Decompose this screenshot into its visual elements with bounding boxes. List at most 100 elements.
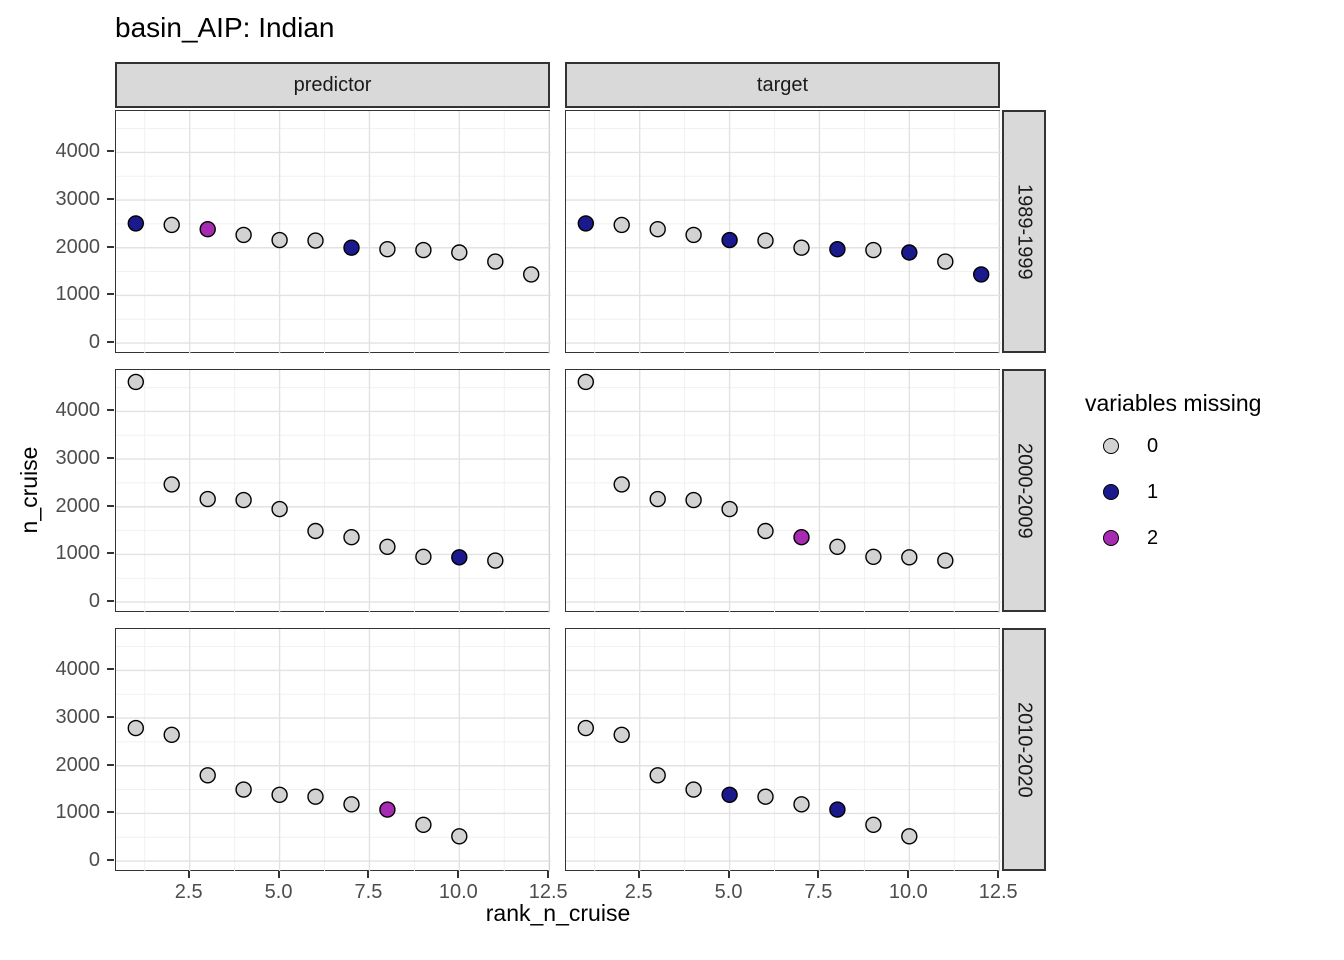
- legend-item-label: 0: [1147, 434, 1159, 457]
- data-point: [577, 719, 594, 737]
- facet-strip-right-2010-2020: 2010-2020: [1002, 628, 1046, 871]
- data-point: [757, 522, 774, 540]
- y-tick-label: 4000: [55, 140, 101, 163]
- x-tick-label: 7.5: [804, 881, 833, 903]
- legend-item-0: 0: [1085, 435, 1261, 457]
- data-point: [829, 240, 846, 258]
- data-point: [451, 244, 468, 261]
- x-tick-label: 2.5: [624, 881, 653, 903]
- panel-predictor-2010-2020: [115, 628, 551, 872]
- data-point: [685, 491, 702, 509]
- data-point: [613, 216, 630, 234]
- data-point: [271, 231, 288, 249]
- data-point: [901, 549, 918, 566]
- data-point: [415, 241, 432, 259]
- data-point: [235, 491, 252, 509]
- x-tick-mark: [547, 871, 550, 878]
- data-point: [487, 253, 504, 270]
- data-point: [271, 500, 288, 518]
- plot-title: basin_AIP: Indian: [115, 12, 335, 43]
- y-tick-label: 4000: [55, 399, 101, 422]
- y-tick-mark: [107, 293, 114, 296]
- data-point: [487, 552, 504, 569]
- data-point: [163, 476, 180, 493]
- data-point: [793, 239, 810, 256]
- y-tick-label: 1000: [55, 283, 101, 306]
- x-tick-label: 2.5: [174, 881, 203, 903]
- legend-item-1: 1: [1085, 481, 1261, 503]
- facet-strip-right-2000-2009: 2000-2009: [1002, 369, 1046, 612]
- y-tick-label: 3000: [55, 706, 101, 729]
- data-point: [163, 216, 180, 234]
- y-axis-title: n_cruise: [16, 446, 42, 534]
- panel-target-1989-1999: [565, 110, 1001, 354]
- legend: variables missing 0 1 2: [1085, 390, 1261, 573]
- data-point: [937, 253, 954, 270]
- y-tick-label: 2000: [55, 235, 101, 258]
- y-tick-mark: [107, 198, 114, 201]
- y-tick-mark: [107, 763, 114, 766]
- data-point: [199, 490, 216, 508]
- data-point: [829, 801, 846, 818]
- panel-canvas-predictor-1989-1999: [116, 111, 551, 354]
- panel-predictor-1989-1999: [115, 110, 551, 354]
- panel-predictor-2000-2009: [115, 369, 551, 613]
- data-point: [685, 226, 702, 244]
- data-point: [865, 241, 882, 259]
- legend-title: variables missing: [1085, 390, 1262, 416]
- panel-canvas-predictor-2000-2009: [116, 370, 551, 613]
- panel-canvas-target-2000-2009: [566, 370, 1001, 613]
- data-point: [127, 215, 144, 232]
- data-point: [343, 796, 360, 813]
- data-point: [901, 244, 918, 261]
- y-tick-label: 4000: [55, 658, 101, 681]
- legend-items: 0 1 2: [1085, 435, 1261, 549]
- data-point: [235, 781, 252, 798]
- data-point: [127, 373, 144, 391]
- panel-target-2000-2009: [565, 369, 1001, 613]
- data-point: [379, 240, 396, 258]
- y-tick-label: 2000: [55, 494, 101, 517]
- facet-strip-top-predictor: predictor: [115, 62, 550, 108]
- data-point: [127, 719, 144, 737]
- y-tick-mark: [107, 409, 114, 412]
- x-tick-mark: [277, 871, 280, 878]
- legend-swatch-icon: [1103, 438, 1119, 454]
- legend-item-label: 2: [1147, 526, 1159, 549]
- data-point: [451, 828, 468, 845]
- legend-item-2: 2: [1085, 527, 1261, 549]
- data-point: [613, 476, 630, 493]
- legend-item-label: 1: [1147, 480, 1159, 503]
- y-tick-mark: [107, 716, 114, 719]
- data-point: [613, 726, 630, 744]
- x-tick-mark: [367, 871, 370, 878]
- y-tick-label: 0: [88, 849, 100, 872]
- y-tick-label: 3000: [55, 447, 101, 470]
- data-point: [685, 781, 702, 798]
- y-tick-label: 3000: [55, 188, 101, 211]
- data-point: [721, 786, 738, 804]
- data-point: [901, 828, 918, 845]
- x-tick-label: 7.5: [354, 881, 383, 903]
- y-tick-label: 0: [88, 331, 100, 354]
- y-tick-mark: [107, 457, 114, 460]
- data-point: [199, 767, 216, 784]
- y-tick-label: 1000: [55, 542, 101, 565]
- data-point: [307, 788, 324, 805]
- y-tick-mark: [107, 504, 114, 507]
- data-point: [649, 490, 666, 508]
- x-axis-title: rank_n_cruise: [485, 900, 631, 926]
- x-tick-label: 5.0: [264, 881, 293, 903]
- facet-strip-right-1989-1999: 1989-1999: [1002, 110, 1046, 353]
- facet-strip-top-target: target: [565, 62, 1000, 108]
- data-point: [793, 796, 810, 813]
- data-point: [865, 816, 882, 834]
- data-point: [163, 726, 180, 744]
- x-tick-mark: [637, 871, 640, 878]
- data-point: [379, 801, 396, 818]
- x-tick-label: 5.0: [714, 881, 743, 903]
- y-tick-mark: [107, 341, 114, 344]
- data-point: [577, 215, 594, 232]
- data-point: [973, 266, 990, 283]
